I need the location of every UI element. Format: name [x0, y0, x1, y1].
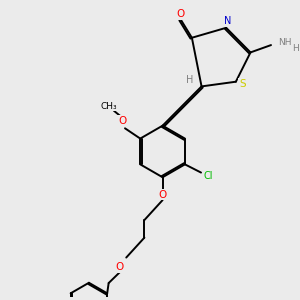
Text: S: S — [239, 79, 246, 89]
Text: O: O — [118, 116, 126, 126]
Text: H: H — [292, 44, 299, 52]
Text: CH₃: CH₃ — [100, 102, 117, 111]
Text: O: O — [158, 190, 167, 200]
Text: Cl: Cl — [204, 171, 213, 181]
Text: NH: NH — [278, 38, 292, 47]
Text: H: H — [186, 75, 193, 85]
Text: N: N — [224, 16, 231, 26]
Text: O: O — [116, 262, 124, 272]
Text: O: O — [177, 9, 185, 19]
